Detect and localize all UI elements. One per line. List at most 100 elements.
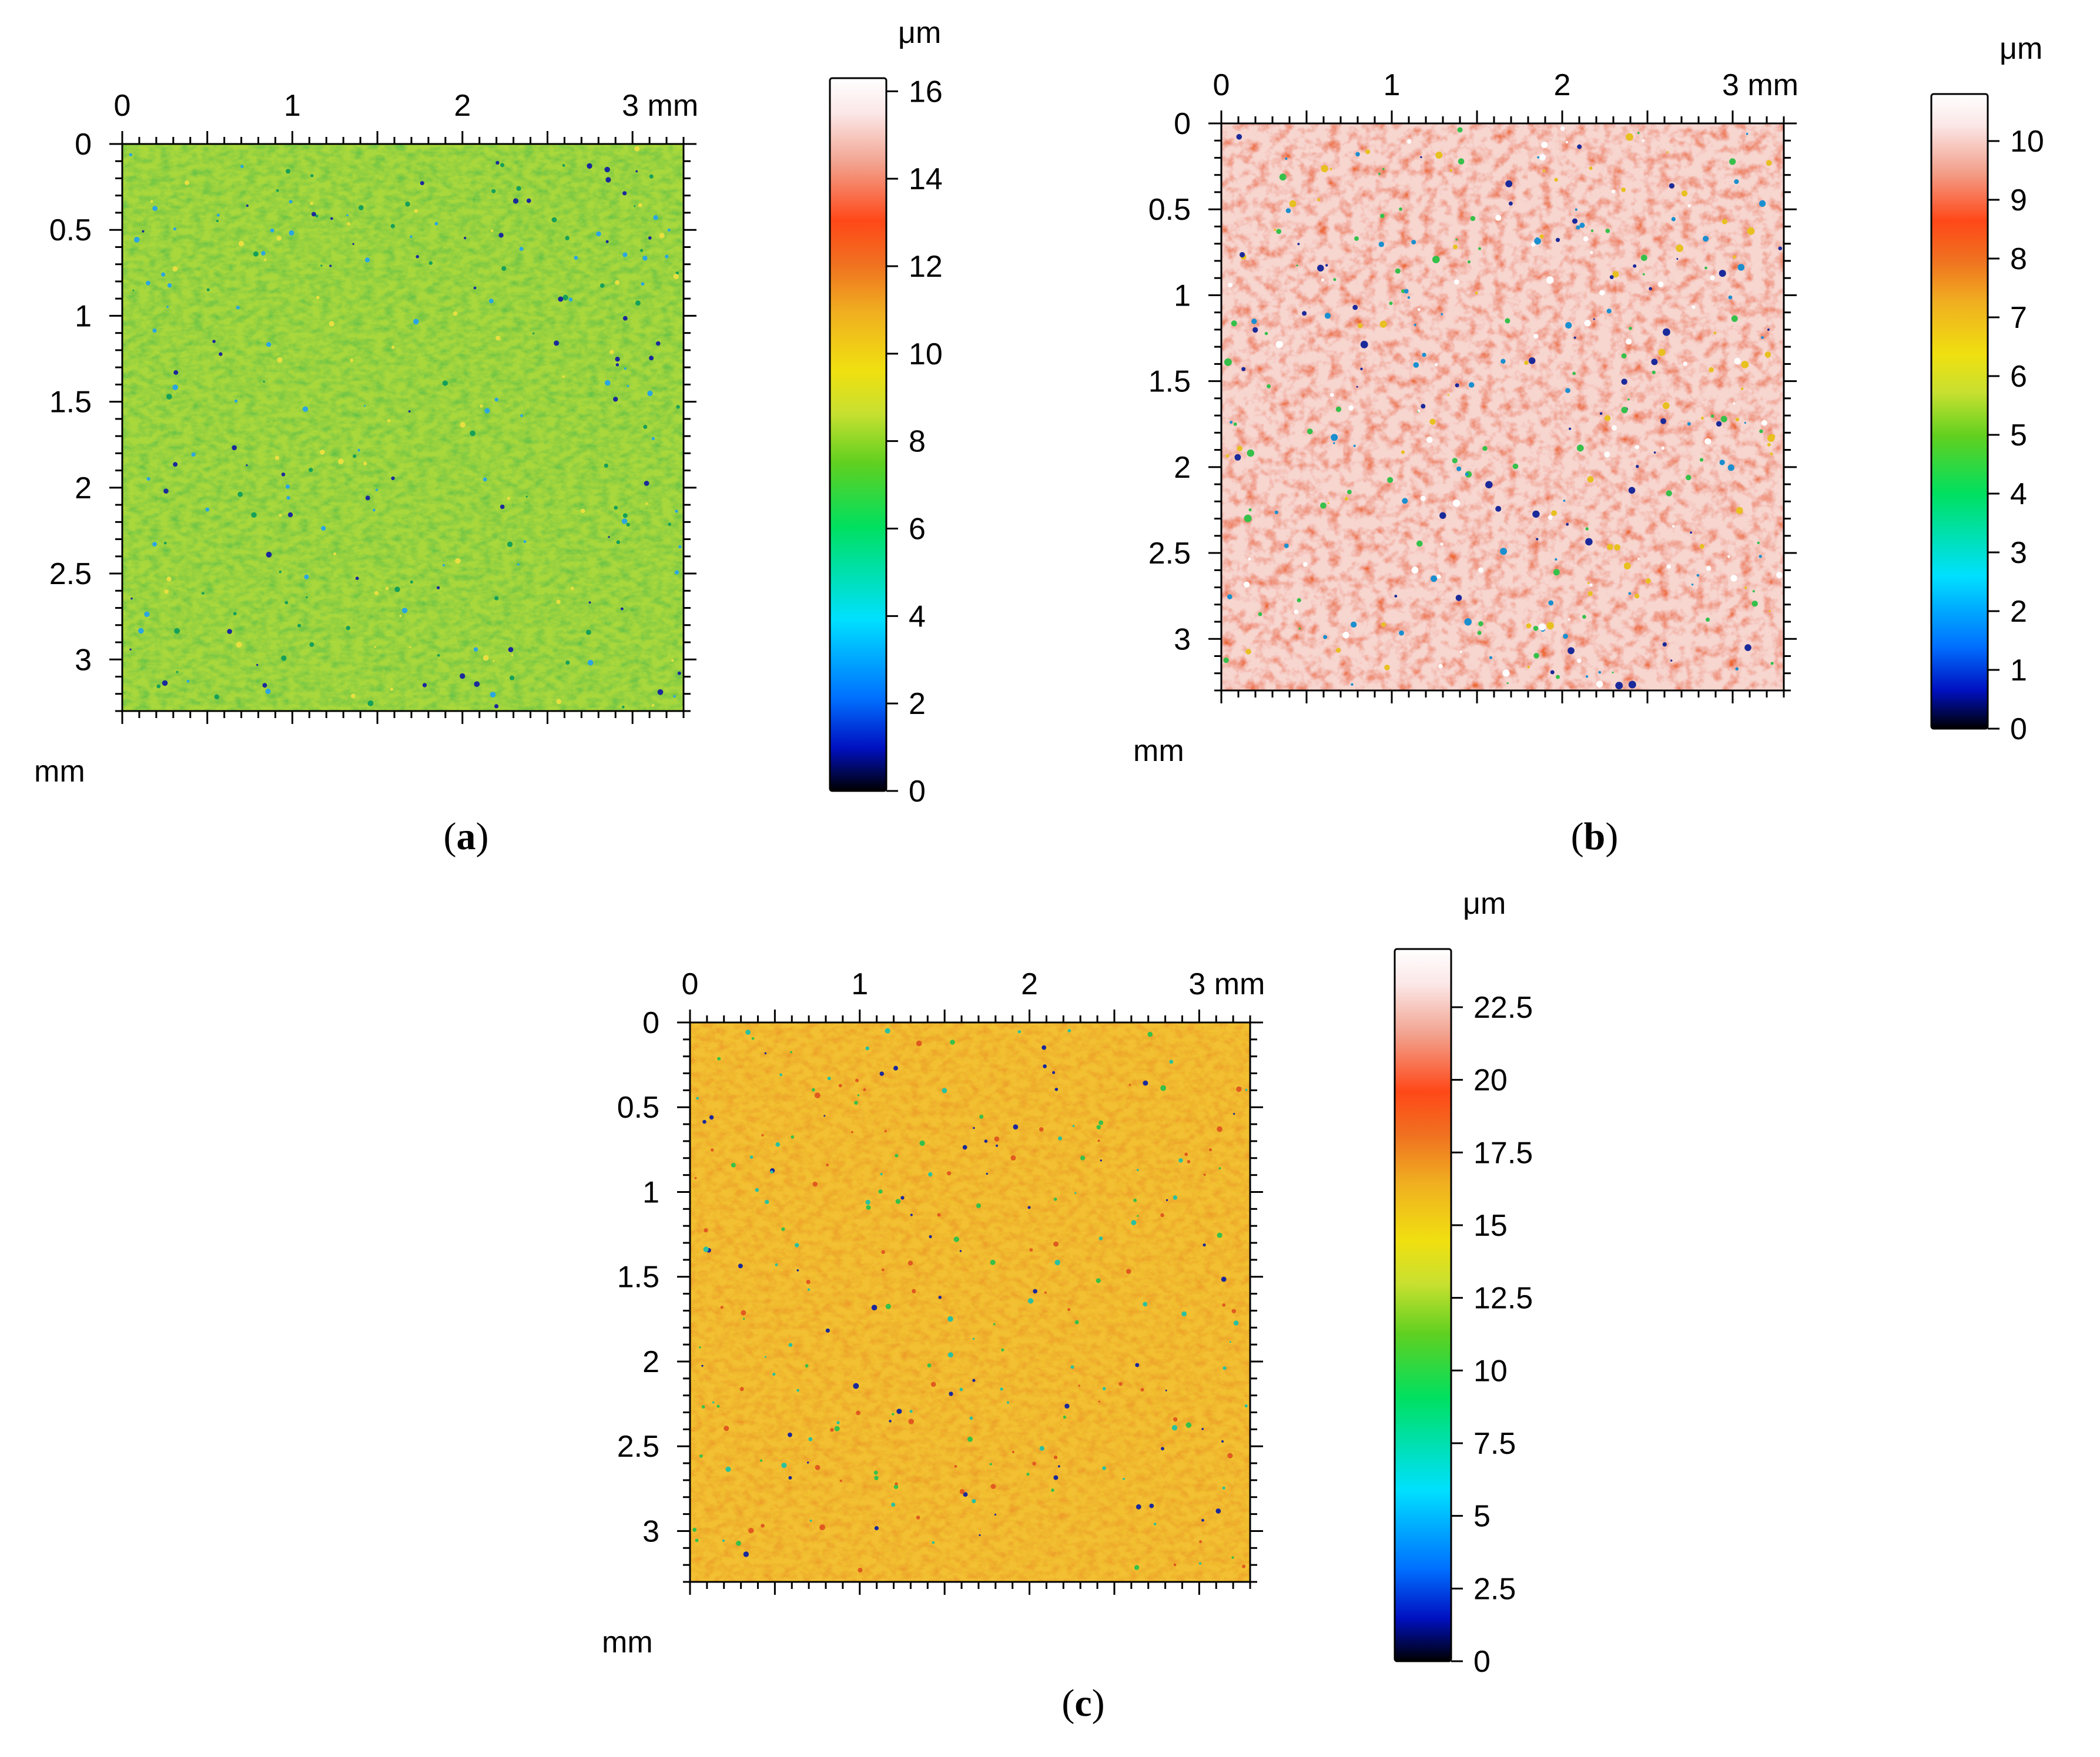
surface-speckle <box>513 198 519 204</box>
surface-speckle <box>286 169 291 174</box>
plot-frame <box>689 1021 1251 1583</box>
surface-speckle <box>285 484 290 489</box>
colorbar-tick-label: 10 <box>1473 1354 1508 1388</box>
axis-unit-label: mm <box>34 755 85 789</box>
surface-speckle <box>1691 584 1694 586</box>
surface-speckle <box>1224 358 1232 366</box>
surface-speckle <box>1453 279 1459 285</box>
colorbar-tick-label: 12 <box>909 250 943 284</box>
surface-speckle <box>391 476 395 481</box>
surface-speckle <box>284 601 289 605</box>
surface-speckle <box>608 536 610 538</box>
surface-speckle <box>699 1454 703 1458</box>
x-tick-label: 3 mm <box>1188 967 1265 1001</box>
surface-map <box>1221 123 1784 690</box>
surface-speckle <box>347 222 350 226</box>
surface-speckle <box>500 164 503 167</box>
surface-speckle <box>1703 236 1709 242</box>
surface-speckle <box>895 1154 899 1158</box>
surface-speckle <box>172 384 179 390</box>
surface-speckle <box>1252 327 1258 333</box>
surface-speckle <box>1245 1088 1248 1091</box>
surface-speckle <box>736 1541 741 1546</box>
surface-speckle <box>1699 458 1704 462</box>
surface-speckle <box>1245 649 1251 655</box>
surface-speckle <box>310 202 313 205</box>
surface-speckle <box>276 189 279 192</box>
surface-speckle <box>1532 510 1540 518</box>
surface-speckle <box>1052 1071 1056 1074</box>
surface-speckle <box>329 264 332 267</box>
surface-speckle <box>491 189 496 193</box>
surface-speckle <box>701 1405 705 1409</box>
surface-speckle <box>1411 566 1419 574</box>
colorbar: 0 2.5 5 7.5 10 12.5 15 17.5 20 22.5 μm <box>1394 887 1533 1679</box>
y-tick-label: 1.5 <box>49 385 92 420</box>
colorbar-gradient <box>829 77 887 792</box>
surface-speckle <box>1729 158 1736 165</box>
surface-speckle <box>1587 476 1594 483</box>
surface-speckle <box>1553 569 1560 576</box>
surface-speckle <box>702 1119 706 1124</box>
surface-speckle <box>1058 1465 1060 1468</box>
surface-speckle <box>638 203 642 207</box>
surface-speckle <box>1356 385 1358 388</box>
surface-speckle <box>1475 291 1478 295</box>
surface-speckle <box>1173 1563 1177 1567</box>
surface-speckle <box>1026 1473 1030 1476</box>
surface-speckle <box>414 209 418 213</box>
surface-speckle <box>1043 1064 1047 1068</box>
surface-speckle <box>1524 360 1529 366</box>
surface-speckle <box>1351 621 1357 628</box>
surface-speckle <box>1666 564 1672 569</box>
surface-speckle <box>1770 662 1774 665</box>
surface-speckle <box>1533 626 1539 631</box>
surface-speckle <box>857 1094 860 1097</box>
surface-speckle <box>1662 642 1667 647</box>
surface-speckle <box>1710 275 1715 280</box>
surface-speckle <box>1505 318 1510 324</box>
y-tick-label: 3 <box>1174 622 1191 656</box>
surface-speckle <box>1218 1167 1221 1170</box>
colorbar-gradient <box>1394 948 1452 1662</box>
colorbar-tick-label: 8 <box>2010 242 2027 276</box>
surface-speckle <box>839 1480 842 1482</box>
surface-speckle <box>1699 544 1704 549</box>
surface-speckle <box>251 512 257 518</box>
surface-speckle <box>873 1470 878 1475</box>
surface-speckle <box>1063 1416 1066 1419</box>
surface-speckle <box>986 1172 989 1175</box>
surface-speckle <box>554 340 560 346</box>
surface-speckle <box>495 160 500 165</box>
colorbar-unit: μm <box>1999 32 2042 66</box>
surface-speckle <box>240 165 244 169</box>
surface-speckle <box>972 1498 976 1504</box>
surface-speckle <box>635 300 641 306</box>
surface-speckle <box>525 495 528 498</box>
surface-speckle <box>289 230 294 236</box>
surface-speckle <box>1381 622 1386 627</box>
surface-speckle <box>635 170 638 173</box>
surface-speckle <box>912 1289 916 1293</box>
surface-speckle <box>1223 657 1229 663</box>
surface-speckle <box>622 316 628 321</box>
surface-speckle <box>526 198 531 203</box>
surface-speckle <box>947 1352 953 1358</box>
surface-speckle <box>885 1303 891 1309</box>
surface-speckle <box>1670 659 1673 662</box>
surface-speckle <box>1526 623 1532 629</box>
surface-speckle <box>1296 264 1298 267</box>
y-tick-label: 2.5 <box>49 557 92 591</box>
surface-speckle <box>1289 200 1297 207</box>
surface-speckle <box>1467 260 1471 264</box>
x-tick-label: 1 <box>1384 68 1401 102</box>
surface-speckle <box>266 551 272 558</box>
surface-speckle <box>130 597 133 600</box>
surface-speckle <box>695 1538 699 1543</box>
surface-speckle <box>1217 1232 1223 1238</box>
surface-speckle <box>1198 1562 1202 1565</box>
surface-speckle <box>1395 268 1401 274</box>
surface-speckle <box>1527 666 1530 669</box>
x-tick-label: 2 <box>1554 68 1571 102</box>
surface-speckle <box>1329 167 1332 170</box>
